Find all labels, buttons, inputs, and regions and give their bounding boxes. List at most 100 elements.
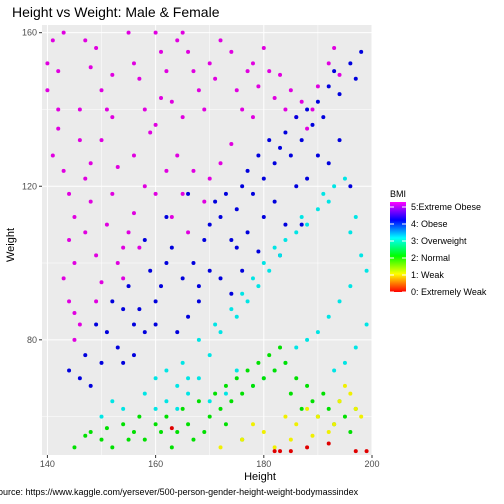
- data-point: [337, 399, 342, 404]
- data-point: [229, 238, 234, 242]
- data-point: [299, 222, 304, 227]
- data-point: [121, 307, 126, 312]
- data-point: [223, 391, 228, 396]
- data-point: [234, 314, 239, 319]
- data-point: [67, 238, 72, 242]
- data-point: [94, 46, 99, 51]
- data-point: [229, 142, 234, 147]
- data-point: [261, 46, 266, 51]
- data-point: [218, 406, 223, 411]
- data-point: [283, 222, 288, 227]
- data-point: [131, 429, 136, 434]
- data-point: [169, 426, 174, 431]
- data-point: [186, 391, 191, 396]
- data-point: [72, 261, 77, 266]
- data-point: [207, 399, 212, 404]
- data-point: [121, 276, 126, 281]
- data-point: [196, 299, 201, 304]
- data-point: [305, 445, 310, 450]
- data-point: [213, 391, 218, 396]
- data-point: [250, 422, 255, 427]
- data-point: [256, 284, 261, 289]
- data-point: [218, 161, 223, 166]
- data-point: [88, 429, 93, 434]
- data-point: [272, 161, 277, 166]
- x-axis-label: Height: [244, 471, 276, 483]
- data-point: [272, 449, 277, 454]
- data-point: [305, 406, 310, 411]
- data-point: [332, 69, 337, 74]
- data-point: [240, 291, 245, 296]
- data-point: [326, 406, 331, 411]
- data-point: [353, 449, 358, 454]
- data-point: [218, 214, 223, 219]
- data-point: [240, 437, 245, 442]
- data-point: [104, 330, 109, 335]
- data-point: [153, 30, 158, 35]
- legend-label: 1: Weak: [411, 270, 444, 280]
- data-point: [186, 191, 191, 196]
- data-point: [278, 72, 283, 77]
- data-point: [186, 314, 191, 319]
- data-point: [364, 449, 369, 454]
- data-point: [126, 230, 131, 235]
- data-point: [234, 245, 239, 250]
- data-point: [359, 49, 364, 54]
- data-point: [196, 399, 201, 404]
- data-point: [159, 49, 164, 54]
- data-point: [169, 445, 174, 450]
- data-point: [337, 72, 342, 77]
- data-point: [99, 280, 104, 285]
- data-point: [337, 299, 342, 304]
- data-point: [88, 199, 93, 204]
- data-point: [72, 310, 77, 315]
- data-point: [234, 207, 239, 212]
- data-point: [294, 376, 299, 381]
- data-point: [267, 69, 272, 74]
- data-point: [218, 276, 223, 281]
- data-point: [186, 376, 191, 381]
- data-point: [207, 268, 212, 273]
- data-point: [256, 249, 261, 254]
- data-point: [256, 84, 261, 89]
- data-point: [175, 330, 180, 335]
- legend: BMI 5:Extreme Obese 4: Obese 3: Overweight…: [390, 189, 487, 297]
- data-point: [261, 376, 266, 381]
- data-point: [164, 368, 169, 373]
- data-point: [294, 422, 299, 427]
- data-point: [180, 115, 185, 120]
- data-point: [88, 65, 93, 70]
- data-point: [245, 168, 250, 173]
- data-point: [99, 360, 104, 365]
- data-point: [305, 107, 310, 112]
- data-point: [83, 353, 88, 358]
- data-point: [142, 107, 147, 112]
- data-point: [196, 376, 201, 381]
- data-point: [142, 437, 147, 442]
- data-point: [315, 414, 320, 419]
- data-point: [267, 268, 272, 273]
- data-point: [94, 253, 99, 258]
- data-point: [261, 261, 266, 266]
- data-point: [153, 299, 158, 304]
- data-point: [213, 76, 218, 81]
- data-point: [110, 299, 115, 304]
- data-point: [261, 429, 266, 434]
- chart-caption: Source: https://www.kaggle.com/yersever/…: [0, 487, 359, 497]
- data-point: [115, 261, 120, 266]
- grid-lines: [42, 25, 373, 455]
- data-point: [315, 84, 320, 89]
- data-point: [110, 399, 115, 404]
- data-point: [342, 383, 347, 388]
- data-point: [283, 360, 288, 365]
- data-point: [288, 153, 293, 158]
- data-point: [256, 153, 261, 158]
- data-point: [321, 115, 326, 120]
- data-point: [299, 406, 304, 411]
- data-point: [234, 376, 239, 381]
- data-point: [50, 153, 55, 158]
- data-point: [245, 299, 250, 304]
- data-point: [175, 406, 180, 411]
- data-point: [202, 107, 207, 112]
- data-point: [213, 322, 218, 327]
